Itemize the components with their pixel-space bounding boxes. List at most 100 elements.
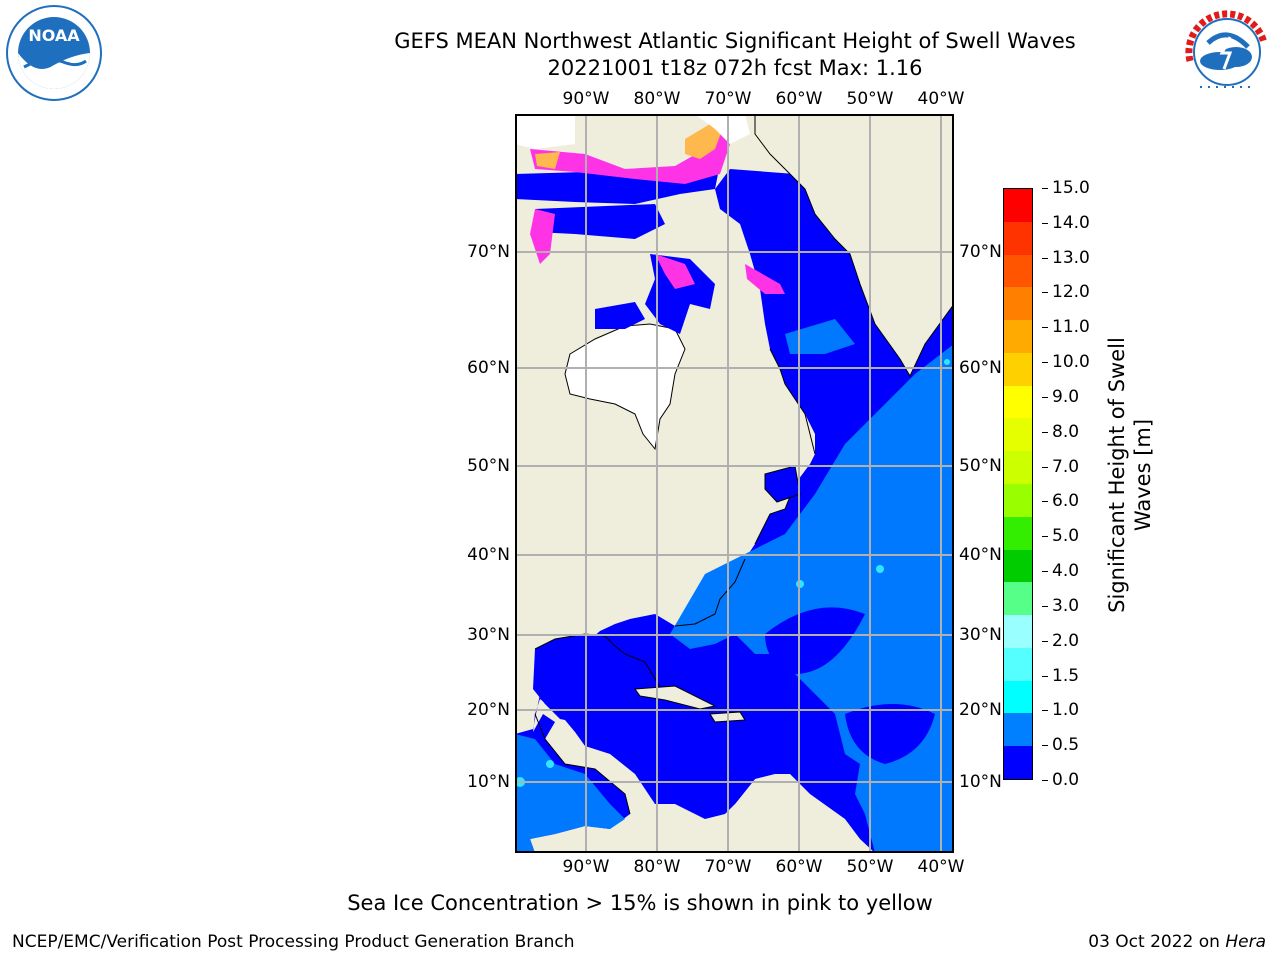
lon-tick-bottom: 70°W (704, 857, 752, 877)
colorbar-band (1004, 713, 1032, 747)
colorbar-tick (1042, 745, 1048, 747)
ocean-low-patch-2 (845, 704, 935, 764)
colorbar-band (1004, 385, 1032, 419)
sea-ice-orange-2 (535, 152, 560, 169)
colorbar-tick-label: 6.0 (1052, 491, 1080, 512)
foxe-basin (595, 302, 645, 329)
colorbar-tick-label: 11.0 (1052, 317, 1090, 338)
lon-tick-bottom: 50°W (846, 857, 894, 877)
footer-date-text: 03 Oct 2022 on (1088, 932, 1226, 952)
colorbar-tick (1042, 501, 1048, 503)
colorbar-band (1004, 287, 1032, 321)
colorbar-band (1004, 549, 1032, 583)
colorbar-band (1004, 516, 1032, 551)
arctic-channels-2 (535, 204, 665, 239)
lat-tick-right: 70°N (959, 242, 1002, 262)
colorbar-tick-label: 1.5 (1052, 665, 1080, 686)
footer-branch: NCEP/EMC/Verification Post Processing Pr… (12, 932, 575, 952)
lat-tick-left: 70°N (467, 242, 510, 262)
ocean-mid-lab (785, 319, 855, 354)
colorbar-tick-label: 0.5 (1052, 735, 1080, 756)
sea-ice-pink-2 (530, 209, 555, 264)
lon-tick-top: 50°W (846, 89, 894, 109)
colorbar-band (1004, 746, 1032, 780)
colorbar-tick (1042, 710, 1048, 712)
sea-ice-pink-3 (655, 254, 695, 289)
colorbar-band (1004, 221, 1032, 256)
footer-date: 03 Oct 2022 on Hera (1088, 932, 1266, 952)
lat-tick-left: 30°N (467, 625, 510, 645)
lon-tick-top: 90°W (562, 89, 610, 109)
noaa-logo-text: NOAA (28, 26, 80, 45)
colorbar-labels: 15.0 14.0 13.0 12.0 11.0 10.0 9.0 8.0 7.0 6.0 5.0 4… (1042, 0, 1102, 960)
map-frame (515, 114, 954, 853)
lat-tick-left: 20°N (467, 700, 510, 720)
colorbar-band (1004, 352, 1032, 387)
colorbar-tick (1042, 605, 1048, 607)
colorbar-tick-label: 15.0 (1052, 178, 1090, 198)
ocean-low-patch-1 (765, 607, 865, 674)
coastline-gulf (534, 633, 666, 815)
lat-tick-right: 10°N (959, 772, 1002, 792)
colorbar-tick-label: 12.0 (1052, 282, 1090, 303)
lon-tick-top: 60°W (775, 89, 823, 109)
lat-tick-right: 20°N (959, 700, 1002, 720)
colorbar-tick (1042, 188, 1048, 189)
colorbar-tick-label: 5.0 (1052, 526, 1080, 547)
colorbar-tick-label: 4.0 (1052, 561, 1080, 582)
lat-tick-right: 50°N (959, 456, 1002, 476)
colorbar-tick (1042, 431, 1048, 433)
arctic-white (515, 114, 575, 149)
colorbar-band (1004, 189, 1032, 223)
lon-tick-bottom: 40°W (917, 857, 965, 877)
lon-tick-bottom: 90°W (562, 857, 610, 877)
lat-tick-left: 60°N (467, 358, 510, 378)
sea-ice-caption: Sea Ice Concentration > 15% is shown in … (347, 891, 933, 915)
grid-lines (515, 114, 954, 853)
colorbar-tick (1042, 780, 1048, 781)
colorbar-tick-label: 0.0 (1052, 770, 1080, 790)
colorbar-tick (1042, 292, 1048, 294)
colorbar-tick (1042, 327, 1048, 329)
colorbar-band (1004, 647, 1032, 682)
swell-spot (944, 359, 950, 365)
colorbar-tick (1042, 396, 1048, 398)
sea-ice-pink (530, 134, 730, 184)
ocean-pacific (515, 734, 625, 853)
colorbar-tick (1042, 222, 1048, 224)
colorbar-tick (1042, 571, 1048, 573)
lat-tick-right: 60°N (959, 358, 1002, 378)
colorbar-band (1004, 320, 1032, 354)
arctic-white-2 (695, 114, 750, 144)
colorbar-band (1004, 451, 1032, 485)
lon-tick-bottom: 80°W (633, 857, 681, 877)
swell-map (515, 114, 954, 853)
colorbar-tick-label: 9.0 (1052, 386, 1080, 407)
lat-tick-right: 40°N (959, 545, 1002, 565)
lon-tick-top: 40°W (917, 89, 965, 109)
colorbar-tick-label: 7.0 (1052, 456, 1080, 477)
ocean-caribbean (610, 699, 815, 804)
colorbar-tick-label: 1.0 (1052, 700, 1080, 721)
colorbar-tick (1042, 257, 1048, 259)
footer-host: Hera (1225, 932, 1266, 952)
colorbar-tick-label: 2.0 (1052, 630, 1080, 651)
map-subtitle: 20221001 t18z 072h fcst Max: 1.16 (547, 56, 923, 80)
greenland (754, 114, 954, 378)
map-title: GEFS MEAN Northwest Atlantic Significant… (394, 29, 1076, 53)
colorbar-tick-label: 3.0 (1052, 595, 1080, 616)
lon-tick-bottom: 60°W (775, 857, 823, 877)
lat-tick-left: 50°N (467, 456, 510, 476)
colorbar-tick-label: 13.0 (1052, 247, 1090, 268)
hudson-strait (645, 254, 715, 334)
colorbar-tick-label: 14.0 (1052, 212, 1090, 233)
colorbar-band (1004, 680, 1032, 714)
colorbar-band (1004, 615, 1032, 649)
nws-logo (1178, 3, 1276, 101)
lon-tick-top: 70°W (704, 89, 752, 109)
swell-spot (546, 760, 554, 768)
colorbar-band (1004, 254, 1032, 288)
newfoundland (764, 465, 801, 503)
colorbar-tick (1042, 536, 1048, 538)
hudson-bay (564, 323, 686, 451)
